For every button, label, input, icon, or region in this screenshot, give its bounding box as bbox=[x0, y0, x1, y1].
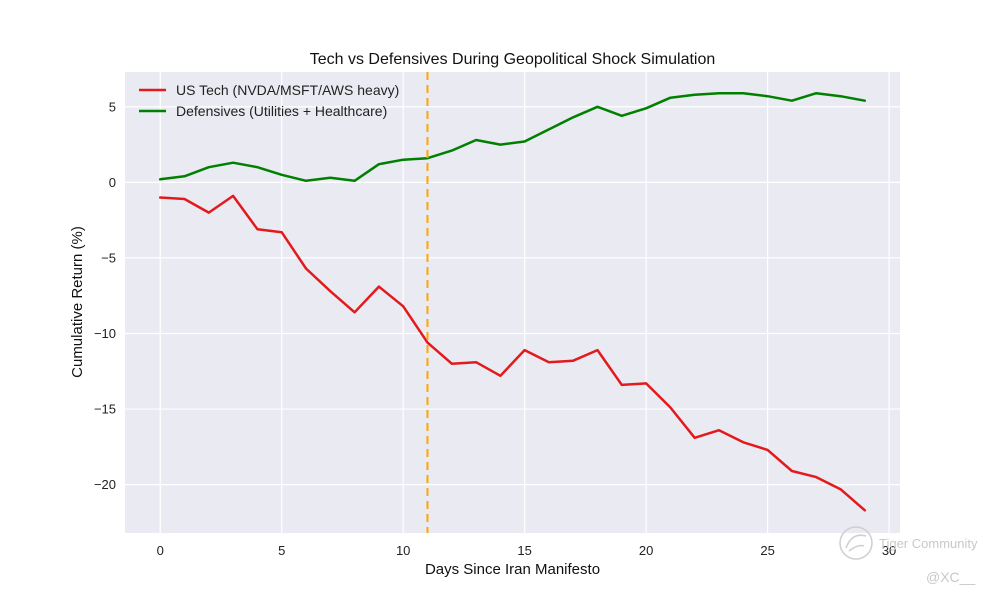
y-tick-label: −10 bbox=[94, 326, 116, 341]
y-tick-label: −15 bbox=[94, 402, 116, 417]
y-tick-label: −5 bbox=[101, 250, 116, 265]
watermark: Tiger Community @XC__ bbox=[839, 526, 978, 585]
y-tick-label: −20 bbox=[94, 477, 116, 492]
legend-label-us-tech: US Tech (NVDA/MSFT/AWS heavy) bbox=[176, 82, 399, 98]
y-tick-label: 5 bbox=[109, 99, 116, 114]
chart-title: Tech vs Defensives During Geopolitical S… bbox=[310, 51, 716, 68]
legend-label-defensives: Defensives (Utilities + Healthcare) bbox=[176, 103, 387, 119]
series-line-defensives bbox=[158, 91, 867, 183]
tiger-logo-icon bbox=[839, 526, 873, 560]
x-tick-label: 30 bbox=[882, 543, 896, 558]
grid bbox=[125, 72, 900, 533]
watermark-brand: Tiger Community bbox=[879, 536, 978, 551]
watermark-handle: @XC__ bbox=[926, 569, 975, 585]
x-tick-label: 20 bbox=[639, 543, 653, 558]
y-tick-label: 0 bbox=[109, 175, 116, 190]
legend: US Tech (NVDA/MSFT/AWS heavy) Defensives… bbox=[139, 82, 399, 119]
series-line-us-tech bbox=[158, 194, 867, 512]
x-tick-label: 10 bbox=[396, 543, 410, 558]
x-tick-label: 15 bbox=[517, 543, 531, 558]
x-tick-label: 25 bbox=[760, 543, 774, 558]
tick-labels: 0 5 10 15 20 25 30 −20 −15 −10 −5 0 5 bbox=[94, 99, 896, 558]
series-lines bbox=[158, 91, 867, 512]
x-tick-label: 5 bbox=[278, 543, 285, 558]
x-tick-label: 0 bbox=[157, 543, 164, 558]
x-axis-label: Days Since Iran Manifesto bbox=[425, 561, 600, 578]
plot-area bbox=[125, 72, 900, 533]
y-axis-label: Cumulative Return (%) bbox=[69, 226, 86, 378]
